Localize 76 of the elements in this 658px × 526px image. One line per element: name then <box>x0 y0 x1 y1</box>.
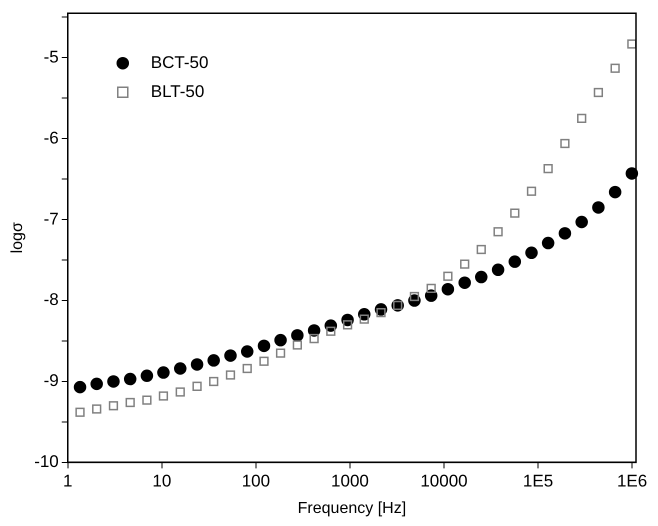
y-tick-label: -8 <box>44 290 59 310</box>
point <box>558 227 572 240</box>
x-tick-label: 10 <box>152 471 172 490</box>
point <box>442 282 454 296</box>
point <box>174 362 186 375</box>
point <box>176 387 185 397</box>
point <box>510 208 520 218</box>
point <box>107 375 120 388</box>
point <box>560 138 570 148</box>
y-tick-label: -10 <box>34 452 59 472</box>
point <box>74 380 86 394</box>
point <box>75 408 85 417</box>
point <box>90 378 103 390</box>
point <box>309 334 319 344</box>
legend-label: BLT-50 <box>150 82 204 101</box>
point <box>140 370 154 382</box>
point <box>410 292 420 302</box>
point <box>626 167 638 180</box>
point <box>209 376 218 386</box>
x-tick-label: 1 <box>63 471 73 490</box>
point <box>543 164 553 174</box>
point <box>158 391 168 401</box>
point <box>508 255 522 268</box>
point <box>326 326 336 336</box>
y-axis-title: logσ <box>9 222 26 254</box>
point <box>592 201 605 214</box>
point <box>594 88 604 98</box>
point <box>157 366 170 379</box>
point <box>460 259 470 269</box>
y-tick-label: -7 <box>44 209 59 228</box>
x-tick-label: 100 <box>242 471 270 490</box>
x-tick-label: 1E5 <box>522 471 554 490</box>
point <box>276 348 286 358</box>
point <box>376 308 386 318</box>
point <box>126 398 135 408</box>
point <box>240 345 254 358</box>
point <box>476 244 486 254</box>
point <box>259 356 269 366</box>
x-tick-label: 1E6 <box>616 471 648 490</box>
point <box>342 320 352 330</box>
y-tick-label: -6 <box>44 128 59 148</box>
point <box>627 39 636 49</box>
x-axis-title: Frequency [Hz] <box>298 500 406 517</box>
y-tick-label: -5 <box>44 47 59 66</box>
point <box>274 334 287 346</box>
point <box>258 340 270 352</box>
point <box>443 272 453 281</box>
point <box>608 186 622 198</box>
point <box>492 264 504 276</box>
point <box>475 270 488 284</box>
point <box>190 358 204 371</box>
point <box>542 236 554 250</box>
point <box>226 370 236 380</box>
point <box>192 382 202 391</box>
point <box>224 349 237 362</box>
point <box>525 246 538 260</box>
point <box>291 329 304 342</box>
point <box>526 186 536 196</box>
legend-label: BCT-50 <box>150 52 208 72</box>
point <box>124 372 136 386</box>
point <box>207 354 220 367</box>
point <box>458 276 471 289</box>
point <box>426 284 436 294</box>
y-tick-label: -9 <box>44 371 59 390</box>
point <box>493 227 503 236</box>
point <box>360 314 369 324</box>
point <box>242 364 252 374</box>
point <box>575 216 588 228</box>
point <box>610 64 620 73</box>
x-tick-label: 10000 <box>420 471 468 490</box>
point <box>92 404 102 414</box>
point <box>108 401 118 410</box>
point <box>292 340 302 350</box>
point <box>577 114 586 124</box>
x-tick-label: 1000 <box>331 471 369 490</box>
point <box>142 395 152 405</box>
